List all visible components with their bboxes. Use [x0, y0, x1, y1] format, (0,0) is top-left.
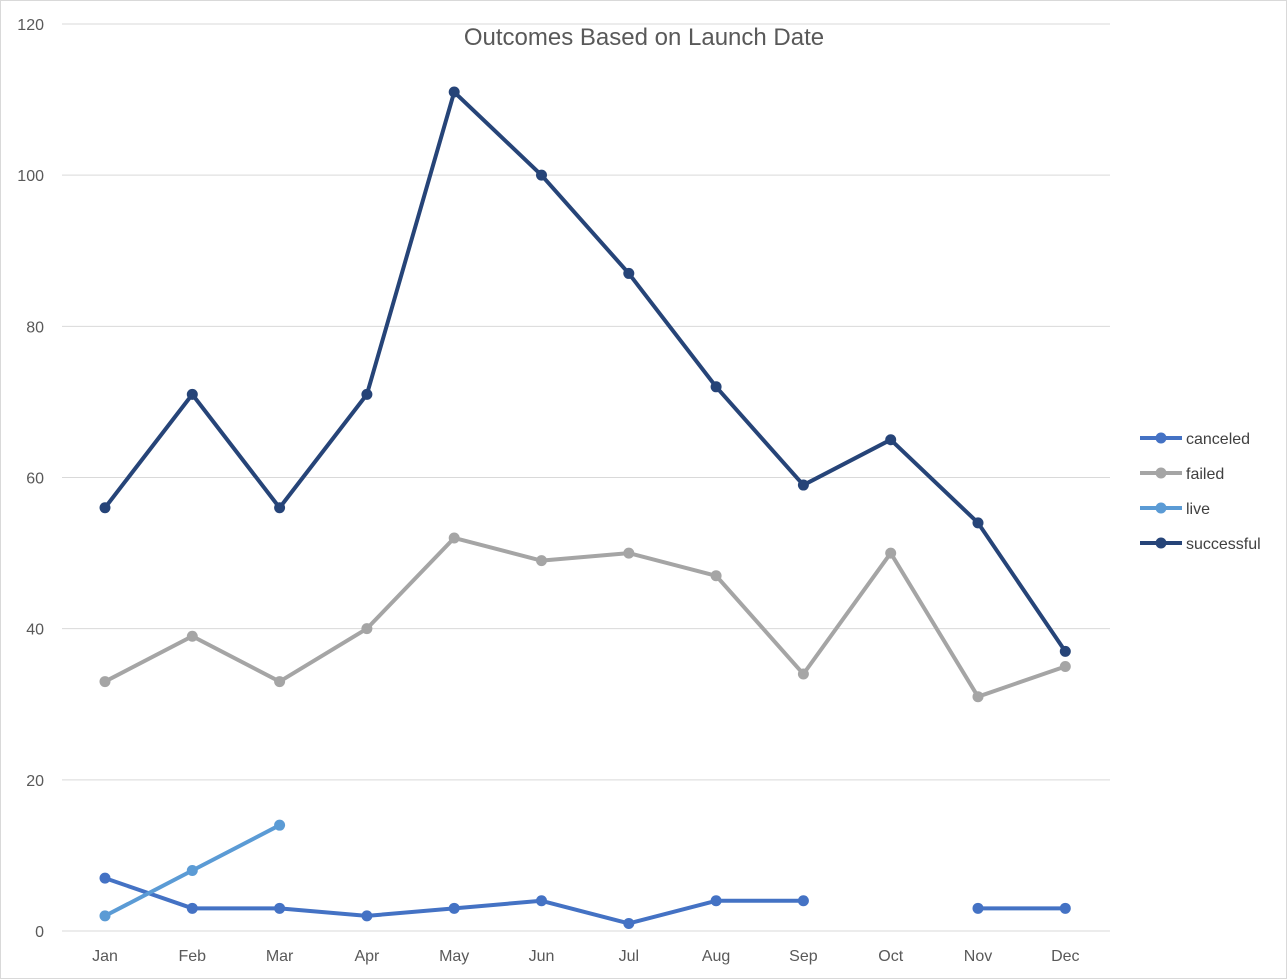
legend-item-live: live — [1140, 501, 1210, 518]
data-point-successful — [274, 502, 286, 514]
data-point-live — [99, 910, 111, 922]
legend-swatch-marker — [1155, 502, 1167, 514]
x-tick-label: Oct — [878, 948, 903, 965]
data-point-canceled — [186, 902, 198, 914]
data-point-canceled — [1059, 902, 1071, 914]
legend-label: canceled — [1186, 431, 1250, 448]
data-point-canceled — [710, 895, 722, 907]
data-point-failed — [1059, 660, 1071, 672]
data-point-canceled — [536, 895, 547, 907]
data-point-successful — [536, 169, 547, 181]
series-line-successful — [103, 90, 1068, 654]
data-point-canceled — [623, 917, 635, 929]
data-point-canceled — [274, 902, 286, 914]
chart-title: Outcomes Based on Launch Date — [464, 24, 824, 51]
y-tick-label: 0 — [35, 924, 44, 941]
gridlines — [62, 23, 1110, 932]
series-successful — [99, 86, 1071, 657]
y-tick-label: 120 — [17, 17, 44, 34]
series-failed — [99, 532, 1071, 703]
series-line-canceled — [103, 876, 806, 926]
legend-label: successful — [1186, 536, 1261, 553]
x-axis-tick-labels: Jan Feb Mar Apr May Jun Jul Aug Sep Oct Nov Dec — [92, 948, 1079, 965]
legend-item-failed: failed — [1140, 466, 1224, 483]
x-tick-label: Nov — [964, 948, 992, 965]
data-point-successful — [448, 86, 460, 98]
data-point-live — [274, 819, 286, 831]
data-point-successful — [186, 388, 198, 400]
legend-item-successful: successful — [1140, 536, 1261, 553]
data-point-failed — [885, 547, 897, 559]
y-tick-label: 40 — [26, 622, 44, 639]
legend: canceled failed live successful — [1140, 431, 1261, 553]
data-point-failed — [448, 532, 460, 544]
data-point-successful — [885, 434, 897, 446]
x-tick-label: Jan — [92, 948, 118, 965]
data-point-failed — [797, 668, 809, 680]
x-tick-label: May — [439, 948, 469, 965]
y-tick-label: 100 — [17, 168, 44, 185]
data-point-successful — [710, 381, 722, 393]
legend-swatch-marker — [1155, 537, 1167, 549]
legend-swatch-marker — [1155, 467, 1167, 479]
x-tick-label: Aug — [702, 948, 730, 965]
x-tick-label: Jun — [529, 948, 555, 965]
x-tick-label: Feb — [179, 948, 207, 965]
y-tick-label: 20 — [26, 773, 44, 790]
data-point-canceled — [448, 902, 460, 914]
data-point-successful — [623, 267, 635, 279]
data-point-successful — [797, 479, 809, 491]
data-point-live — [186, 865, 198, 877]
data-point-failed — [361, 623, 373, 635]
data-point-successful — [1059, 645, 1071, 657]
data-point-failed — [710, 570, 722, 582]
legend-swatch-marker — [1155, 432, 1167, 444]
data-point-successful — [361, 388, 373, 400]
data-point-failed — [186, 630, 198, 642]
data-point-canceled — [797, 895, 809, 907]
data-point-failed — [972, 691, 984, 703]
data-point-failed — [274, 676, 286, 688]
data-point-failed — [536, 555, 547, 567]
data-point-canceled — [972, 902, 984, 914]
data-point-failed — [99, 676, 111, 688]
legend-label: live — [1186, 501, 1210, 518]
x-tick-label: Sep — [789, 948, 818, 965]
data-point-canceled — [99, 872, 111, 884]
y-tick-label: 80 — [26, 319, 44, 336]
x-tick-label: Jul — [619, 948, 639, 965]
y-tick-label: 60 — [26, 471, 44, 488]
series-line-failed — [103, 535, 1068, 699]
data-point-canceled — [361, 910, 373, 922]
series-canceled — [99, 872, 1071, 929]
legend-item-canceled: canceled — [1140, 431, 1250, 448]
data-point-failed — [623, 547, 635, 559]
legend-label: failed — [1186, 466, 1224, 483]
series-layer — [99, 86, 1071, 929]
x-tick-label: Mar — [266, 948, 294, 965]
data-point-successful — [972, 517, 984, 529]
y-axis-tick-labels: 0 20 40 60 80 100 120 — [17, 17, 44, 941]
data-point-successful — [99, 502, 111, 514]
x-tick-label: Dec — [1051, 948, 1079, 965]
x-tick-label: Apr — [354, 948, 380, 965]
series-live — [99, 819, 286, 922]
